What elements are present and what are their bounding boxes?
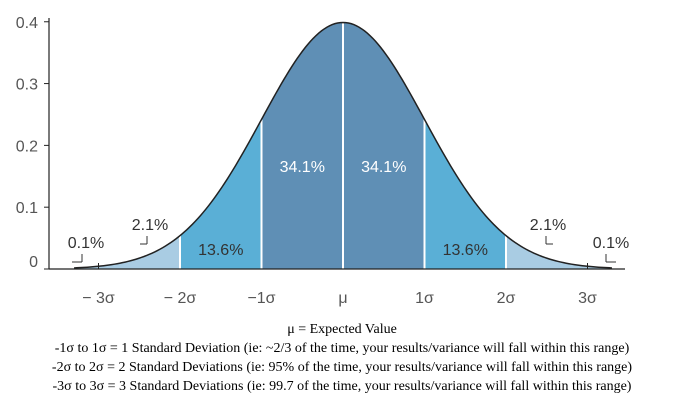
pct-label-tail-left: 0.1% [68,235,104,252]
y-tick-label: 0.4 [16,15,38,32]
density-curve [74,21,612,269]
pct-label-pos2: 13.6% [443,242,488,259]
pct-label-tail-right: 0.1% [593,235,629,252]
x-tick-label: − 3σ [82,290,115,307]
pct-label-neg2: 13.6% [198,242,243,259]
normal-distribution-chart: 00.10.20.30.4 − 3σ − 2σ −1σ μ 1σ 2σ 3σ 34.1% 34… [16,15,629,307]
legend-notes: μ = Expected Value -1σ to 1σ = 1 Standar… [0,320,684,396]
x-tick-label: − 2σ [164,290,197,307]
y-tick-label: 0 [29,254,38,271]
pct-label-neg3: 2.1% [132,217,168,234]
three-sigma-note: -3σ to 3σ = 3 Standard Deviations (ie: 9… [52,379,632,394]
y-tick-label: 0.3 [16,77,38,94]
y-tick-label: 0.2 [16,138,38,155]
x-tick-label: 1σ [415,290,434,307]
region-5 [506,235,612,269]
x-ticks: − 3σ − 2σ −1σ μ 1σ 2σ 3σ [82,263,597,307]
percent-labels: 34.1% 34.1% 13.6% 13.6% 2.1% 2.1% 0.1% 0.1% [68,156,629,263]
pct-label-neg1: 34.1% [280,159,325,176]
pct-label-pos3: 2.1% [530,217,566,234]
region-0 [74,235,180,269]
one-sigma-note: -1σ to 1σ = 1 Standard Deviation (ie: ~2… [54,341,630,356]
y-ticks: 0 0.1 0.2 0.3 0.4 [16,15,49,271]
x-tick-label: μ [338,290,347,307]
y-tick-label: 0.1 [16,200,38,217]
pct-label-pos1: 34.1% [361,159,406,176]
sigma-dividers [179,22,507,269]
region-2 [261,22,343,269]
x-tick-label: 2σ [497,290,516,307]
region-3 [343,22,425,269]
expected-value-note: μ = Expected Value [287,322,397,337]
x-tick-label: 3σ [578,290,597,307]
x-tick-label: −1σ [247,290,275,307]
two-sigma-note: -2σ to 2σ = 2 Standard Deviations (ie: 9… [51,360,633,375]
